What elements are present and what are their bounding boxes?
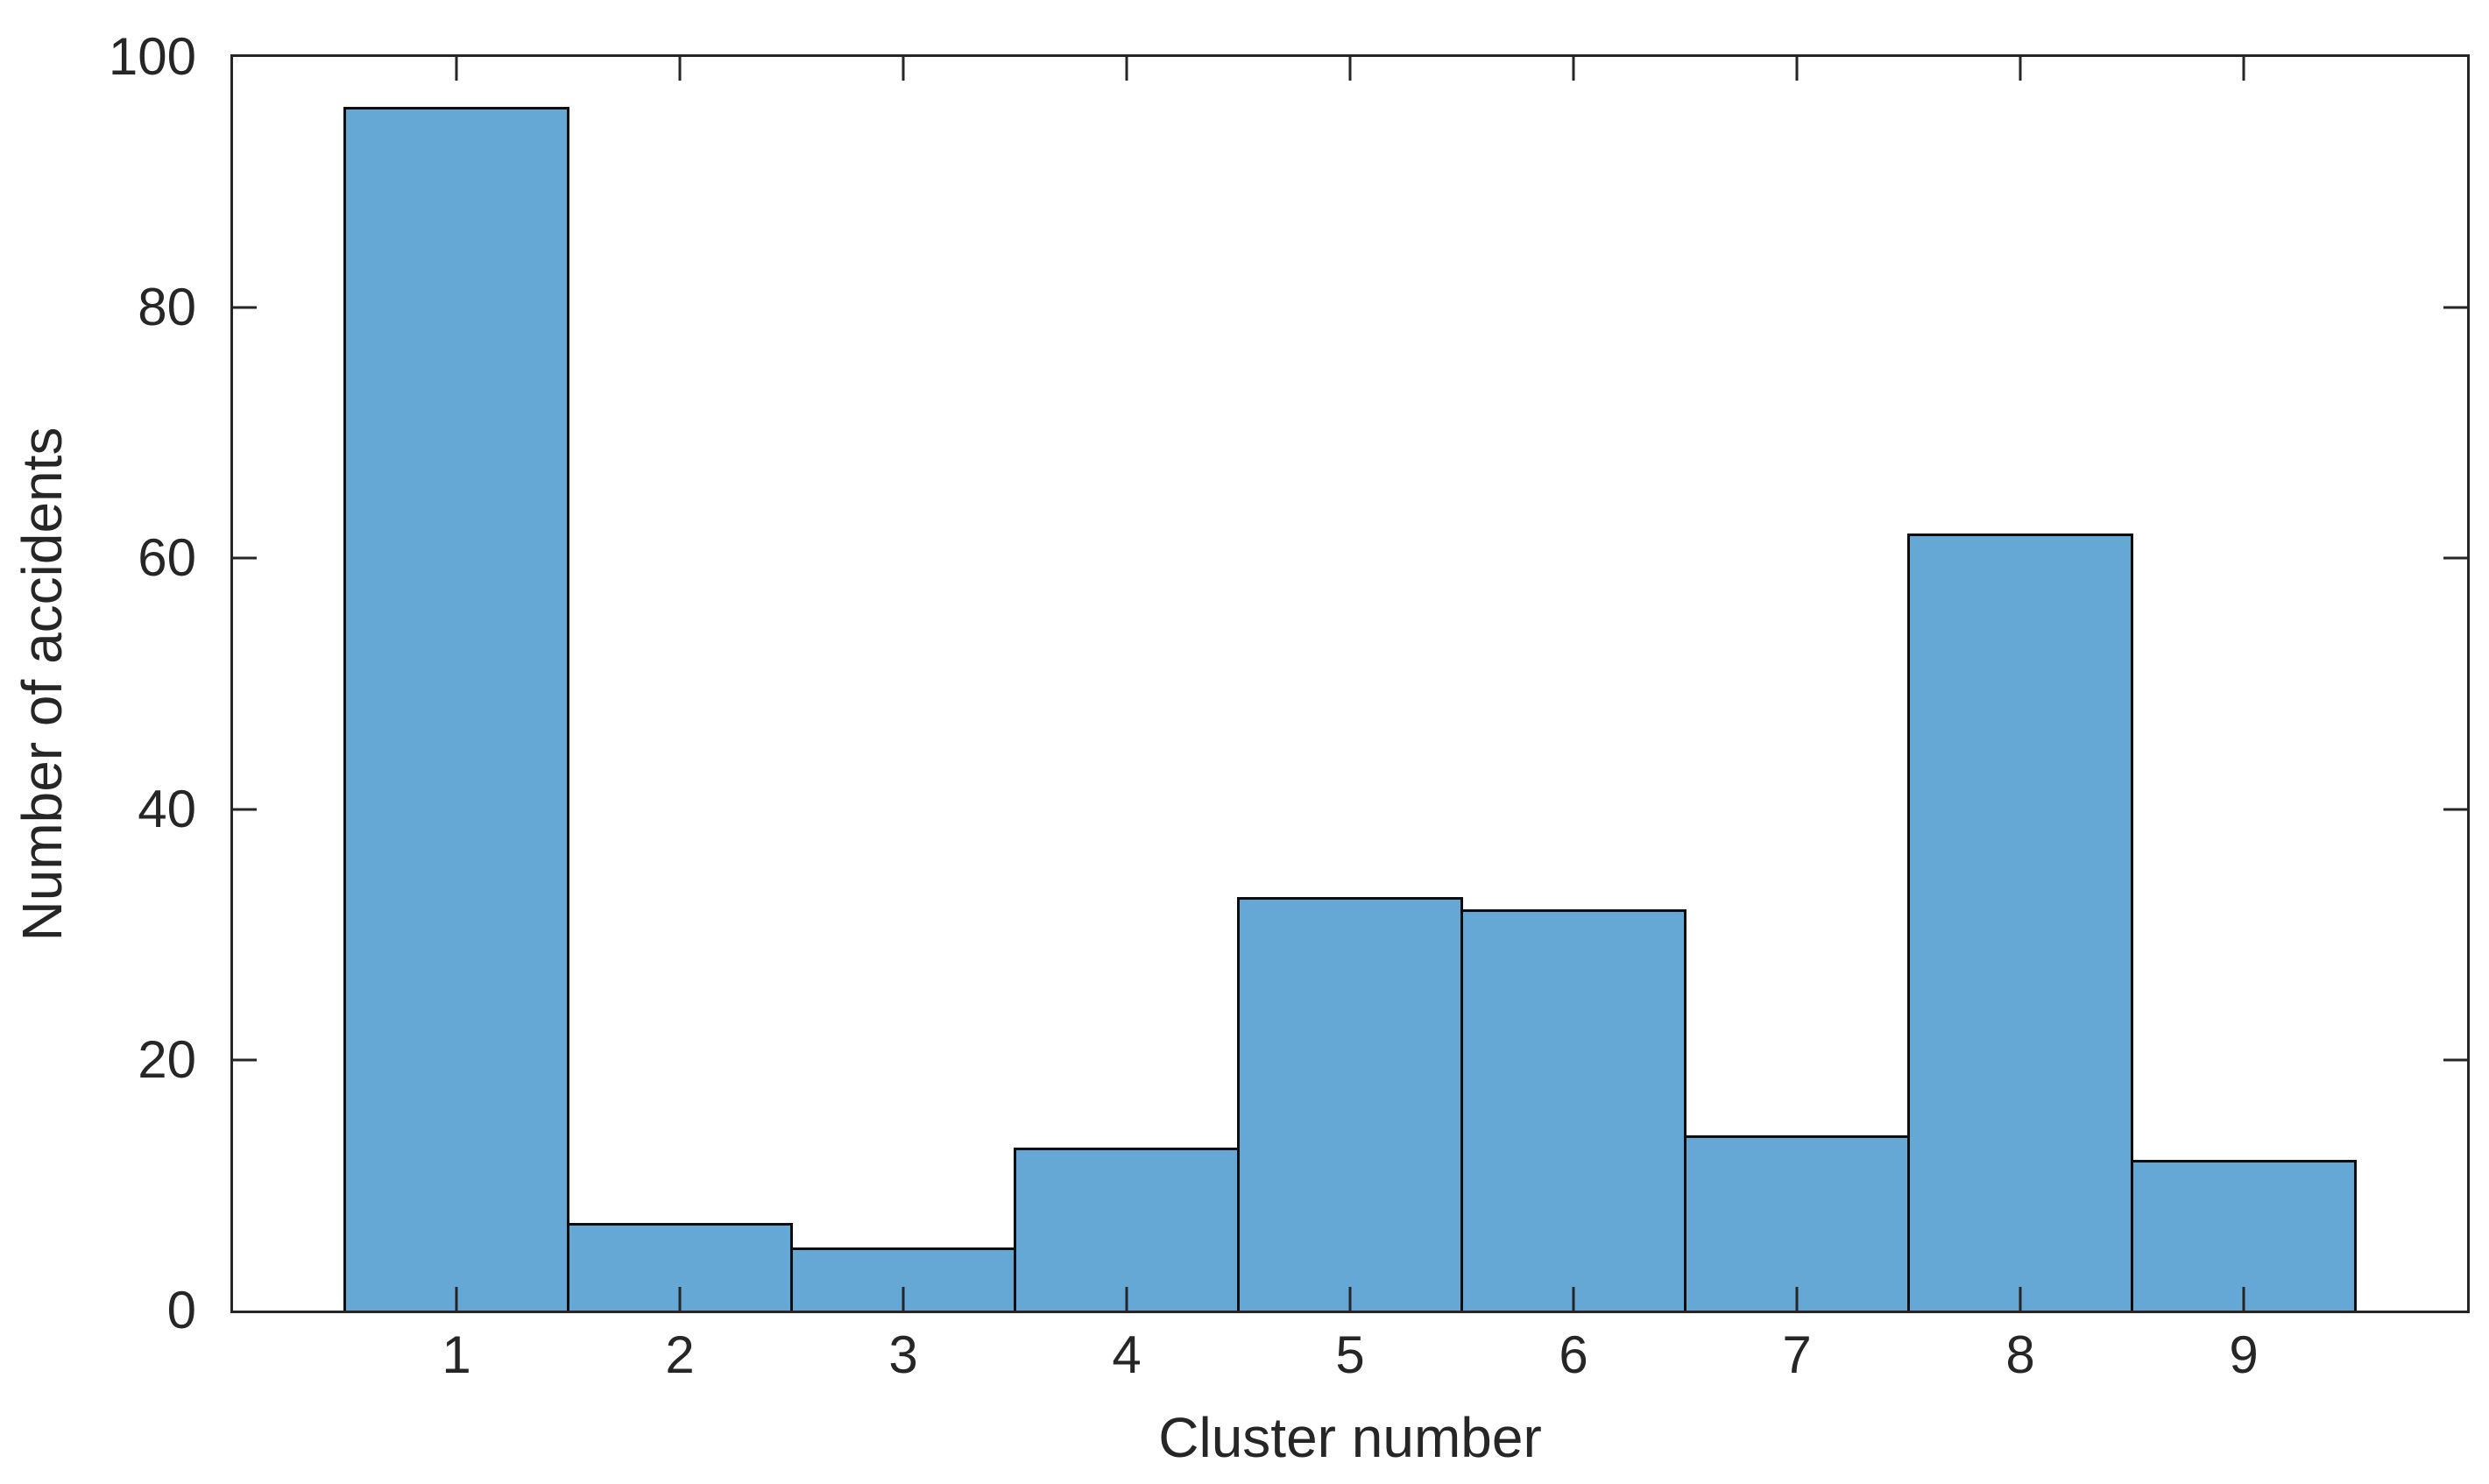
bar-cluster-5 [1237,896,1463,1311]
x-tick-x-bottom-6 [1572,1287,1575,1311]
y-tick-label-100: 100 [108,27,196,86]
y-tick-y-right-20 [2443,1058,2467,1062]
bar-cluster-9 [2131,1160,2357,1311]
x-tick-x-top-1 [455,57,458,81]
x-tick-x-top-9 [2242,57,2245,81]
y-tick-y-left-80 [233,306,257,309]
x-tick-x-bottom-7 [1795,1287,1799,1311]
x-tick-x-bottom-3 [902,1287,905,1311]
x-tick-x-top-4 [1125,57,1128,81]
x-tick-x-top-3 [902,57,905,81]
y-tick-y-left-20 [233,1058,257,1062]
x-tick-x-bottom-5 [1348,1287,1352,1311]
bar-cluster-7 [1684,1134,1910,1311]
x-tick-x-bottom-2 [678,1287,682,1311]
x-tick-label-3: 3 [888,1325,918,1384]
x-tick-x-top-2 [678,57,682,81]
x-tick-x-top-6 [1572,57,1575,81]
x-tick-label-2: 2 [665,1325,695,1384]
y-tick-y-right-40 [2443,808,2467,811]
y-tick-label-20: 20 [138,1029,196,1089]
y-tick-y-right-80 [2443,306,2467,309]
x-tick-x-bottom-4 [1125,1287,1128,1311]
x-tick-x-top-8 [2019,57,2022,81]
x-tick-label-6: 6 [1559,1325,1588,1384]
x-tick-label-1: 1 [442,1325,471,1384]
x-tick-label-9: 9 [2229,1325,2259,1384]
x-tick-label-8: 8 [2005,1325,2035,1384]
x-tick-x-bottom-9 [2242,1287,2245,1311]
x-tick-label-5: 5 [1335,1325,1365,1384]
x-tick-label-7: 7 [1782,1325,1812,1384]
bar-cluster-4 [1014,1147,1240,1311]
bar-cluster-6 [1460,909,1686,1311]
x-tick-x-bottom-1 [455,1287,458,1311]
y-tick-y-left-60 [233,556,257,560]
y-tick-label-60: 60 [138,528,196,588]
y-tick-label-0: 0 [166,1281,196,1339]
bar-cluster-1 [343,107,569,1311]
x-tick-x-top-7 [1795,57,1799,81]
y-tick-y-left-40 [233,808,257,811]
x-axis-label: Cluster number [1158,1406,1542,1469]
y-axis-label: Number of accidents [11,427,74,941]
x-tick-label-4: 4 [1112,1325,1142,1384]
plot-area: Cluster number Number of accidents 1 2 3 4 5… [11,28,2470,1469]
y-tick-label-40: 40 [138,779,196,838]
bar-cluster-8 [1907,533,2133,1311]
y-tick-label-80: 80 [138,278,196,337]
y-tick-y-right-60 [2443,556,2467,560]
x-tick-x-top-5 [1348,57,1352,81]
x-tick-x-bottom-8 [2019,1287,2022,1311]
